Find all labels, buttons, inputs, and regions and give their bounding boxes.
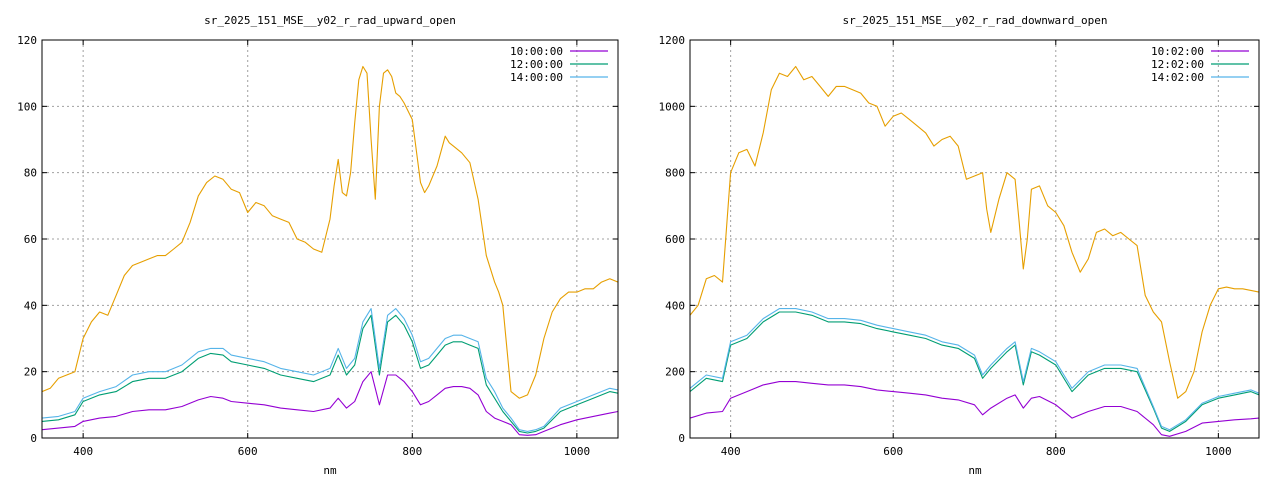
y-tick-label: 0 bbox=[30, 432, 37, 445]
x-tick-label: 800 bbox=[402, 445, 422, 458]
y-tick-label: 0 bbox=[678, 432, 685, 445]
series-line-3 bbox=[42, 65, 618, 399]
x-tick-label: 600 bbox=[883, 445, 903, 458]
series-line-2 bbox=[690, 308, 1259, 431]
y-tick-label: 100 bbox=[17, 100, 37, 113]
legend-label: 12:00:00 bbox=[510, 58, 563, 71]
series-line-3 bbox=[690, 65, 1259, 399]
series-line-2 bbox=[42, 308, 618, 432]
y-tick-label: 1200 bbox=[659, 34, 686, 47]
x-tick-label: 1000 bbox=[564, 445, 591, 458]
series-group bbox=[42, 65, 618, 436]
x-tick-label: 400 bbox=[721, 445, 741, 458]
y-tick-label: 400 bbox=[665, 299, 685, 312]
plot-frame bbox=[41, 39, 619, 439]
series-line-1 bbox=[690, 311, 1259, 432]
plot-frame bbox=[689, 39, 1260, 439]
y-tick-label: 60 bbox=[24, 233, 37, 246]
series-line-0 bbox=[690, 381, 1259, 437]
y-tick-label: 120 bbox=[17, 34, 37, 47]
y-tick-label: 40 bbox=[24, 299, 37, 312]
y-tick-label: 80 bbox=[24, 167, 37, 180]
series-group bbox=[690, 65, 1259, 437]
series-line-0 bbox=[42, 371, 618, 436]
y-tick-label: 1000 bbox=[659, 100, 686, 113]
y-tick-label: 20 bbox=[24, 366, 37, 379]
x-tick-label: 800 bbox=[1046, 445, 1066, 458]
x-axis-label: nm bbox=[968, 464, 982, 477]
series-line-1 bbox=[42, 314, 618, 434]
chart-panel-downward: sr_2025_151_MSE__y02_r_rad_downward_open… bbox=[659, 14, 1260, 477]
legend-label: 14:02:00 bbox=[1151, 71, 1204, 84]
legend-label: 14:00:00 bbox=[510, 71, 563, 84]
legend-label: 12:02:00 bbox=[1151, 58, 1204, 71]
y-tick-label: 800 bbox=[665, 167, 685, 180]
legend-label: 10:02:00 bbox=[1151, 45, 1204, 58]
x-axis-label: nm bbox=[323, 464, 337, 477]
chart-panel-upward: sr_2025_151_MSE__y02_r_rad_upward_open n… bbox=[17, 14, 619, 477]
y-tick-label: 200 bbox=[665, 366, 685, 379]
x-tick-label: 1000 bbox=[1205, 445, 1232, 458]
x-tick-label: 600 bbox=[238, 445, 258, 458]
legend-label: 10:00:00 bbox=[510, 45, 563, 58]
y-tick-label: 600 bbox=[665, 233, 685, 246]
chart-title: sr_2025_151_MSE__y02_r_rad_upward_open bbox=[204, 14, 456, 27]
chart-title: sr_2025_151_MSE__y02_r_rad_downward_open bbox=[843, 14, 1108, 27]
x-tick-label: 400 bbox=[73, 445, 93, 458]
